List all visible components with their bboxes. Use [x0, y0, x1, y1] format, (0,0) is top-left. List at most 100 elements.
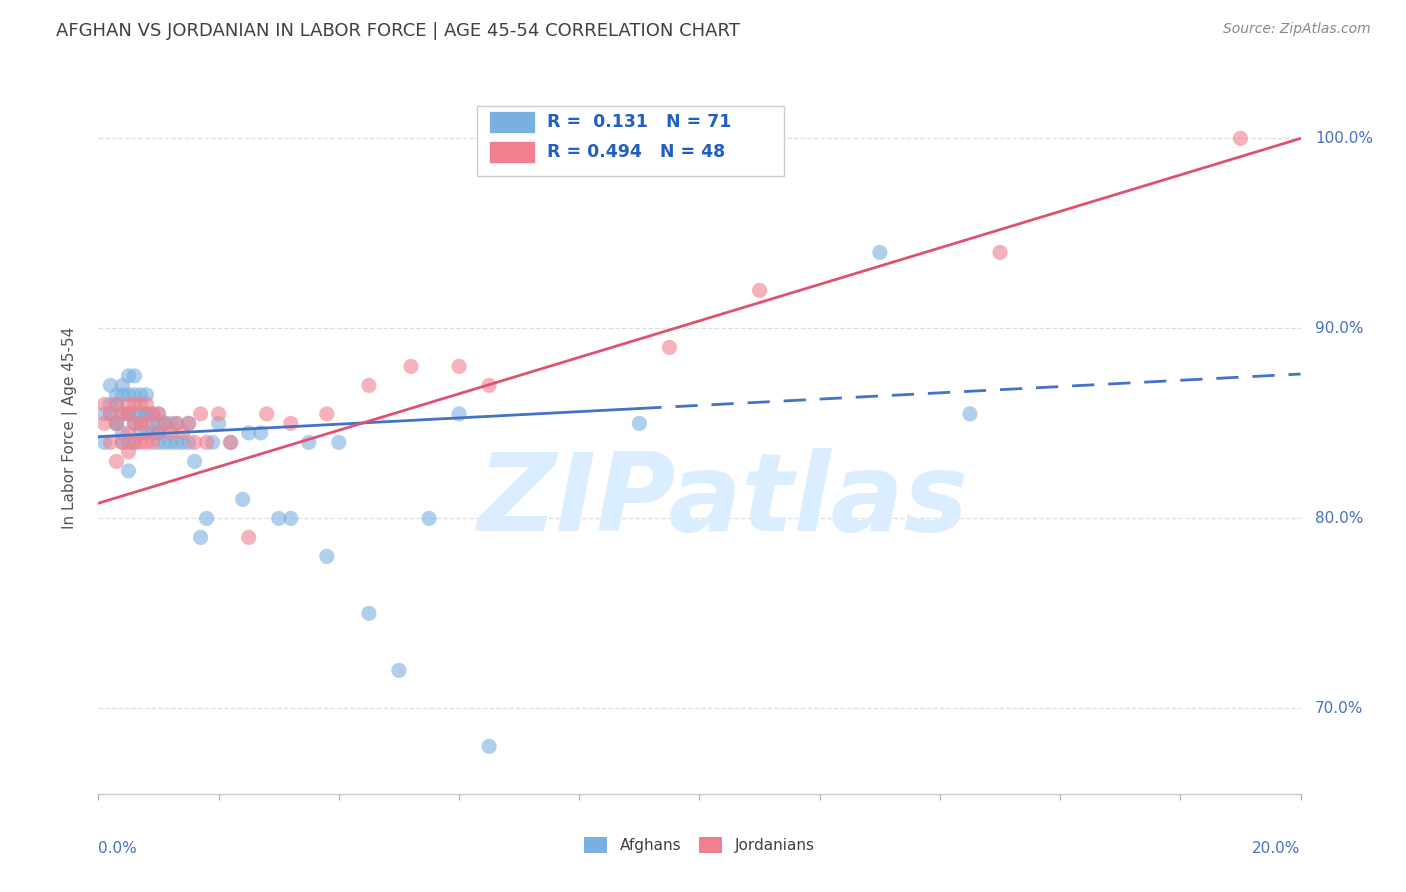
- Point: [177, 435, 200, 450]
- Text: 80.0%: 80.0%: [1315, 511, 1364, 526]
- Point: [124, 368, 146, 383]
- Point: [135, 388, 157, 402]
- Point: [219, 435, 242, 450]
- Text: R =  0.131   N = 71: R = 0.131 N = 71: [547, 112, 731, 131]
- Point: [219, 435, 242, 450]
- Point: [117, 407, 139, 421]
- Point: [100, 407, 122, 421]
- Point: [208, 407, 231, 421]
- Point: [159, 435, 181, 450]
- Point: [153, 417, 176, 431]
- Text: R = 0.494   N = 48: R = 0.494 N = 48: [547, 144, 725, 161]
- Point: [100, 378, 122, 392]
- Point: [124, 397, 146, 411]
- Point: [124, 417, 146, 431]
- Point: [388, 664, 411, 678]
- Point: [117, 397, 139, 411]
- Point: [195, 435, 218, 450]
- Point: [357, 378, 380, 392]
- Point: [183, 454, 205, 468]
- Point: [183, 435, 205, 450]
- Point: [166, 417, 188, 431]
- Point: [153, 435, 176, 450]
- Point: [148, 425, 170, 440]
- Point: [93, 397, 115, 411]
- Point: [141, 407, 163, 421]
- Point: [105, 454, 128, 468]
- Point: [105, 397, 128, 411]
- Text: 90.0%: 90.0%: [1315, 321, 1364, 336]
- Point: [658, 340, 681, 354]
- Text: Source: ZipAtlas.com: Source: ZipAtlas.com: [1223, 22, 1371, 37]
- Point: [748, 284, 770, 298]
- Point: [111, 435, 134, 450]
- Point: [148, 425, 170, 440]
- Point: [117, 425, 139, 440]
- Point: [129, 425, 152, 440]
- Point: [159, 417, 181, 431]
- Point: [280, 417, 302, 431]
- Point: [117, 388, 139, 402]
- Point: [447, 359, 470, 374]
- Text: 100.0%: 100.0%: [1315, 131, 1374, 146]
- Point: [129, 435, 152, 450]
- Point: [208, 417, 231, 431]
- Point: [141, 417, 163, 431]
- Point: [111, 407, 134, 421]
- Point: [988, 245, 1011, 260]
- Point: [148, 435, 170, 450]
- Point: [117, 407, 139, 421]
- Point: [628, 417, 651, 431]
- Point: [100, 407, 122, 421]
- Point: [357, 607, 380, 621]
- Point: [111, 435, 134, 450]
- Point: [166, 417, 188, 431]
- Point: [315, 549, 337, 564]
- Point: [280, 511, 302, 525]
- Point: [117, 464, 139, 478]
- Point: [117, 368, 139, 383]
- Point: [315, 407, 337, 421]
- Point: [177, 417, 200, 431]
- Point: [124, 417, 146, 431]
- Point: [172, 435, 194, 450]
- Point: [148, 407, 170, 421]
- Point: [93, 417, 115, 431]
- Point: [93, 435, 115, 450]
- Point: [135, 435, 157, 450]
- Point: [124, 407, 146, 421]
- Text: 20.0%: 20.0%: [1253, 841, 1301, 856]
- Point: [201, 435, 224, 450]
- Point: [117, 435, 139, 450]
- Point: [129, 417, 152, 431]
- Point: [124, 435, 146, 450]
- Point: [105, 417, 128, 431]
- Point: [135, 407, 157, 421]
- Point: [238, 425, 260, 440]
- Y-axis label: In Labor Force | Age 45-54: In Labor Force | Age 45-54: [62, 327, 77, 529]
- Point: [249, 425, 271, 440]
- Text: ZIPatlas: ZIPatlas: [478, 449, 969, 554]
- FancyBboxPatch shape: [489, 111, 534, 133]
- Point: [100, 435, 122, 450]
- Point: [117, 407, 139, 421]
- Point: [124, 388, 146, 402]
- Point: [129, 388, 152, 402]
- Point: [141, 435, 163, 450]
- Point: [153, 417, 176, 431]
- Point: [111, 407, 134, 421]
- Point: [148, 407, 170, 421]
- Point: [232, 492, 254, 507]
- Point: [124, 435, 146, 450]
- Point: [100, 397, 122, 411]
- Point: [111, 388, 134, 402]
- Text: 0.0%: 0.0%: [98, 841, 138, 856]
- Point: [129, 407, 152, 421]
- Point: [418, 511, 440, 525]
- Point: [117, 445, 139, 459]
- Point: [177, 417, 200, 431]
- Point: [328, 435, 350, 450]
- Point: [111, 378, 134, 392]
- Point: [105, 417, 128, 431]
- Text: AFGHAN VS JORDANIAN IN LABOR FORCE | AGE 45-54 CORRELATION CHART: AFGHAN VS JORDANIAN IN LABOR FORCE | AGE…: [56, 22, 740, 40]
